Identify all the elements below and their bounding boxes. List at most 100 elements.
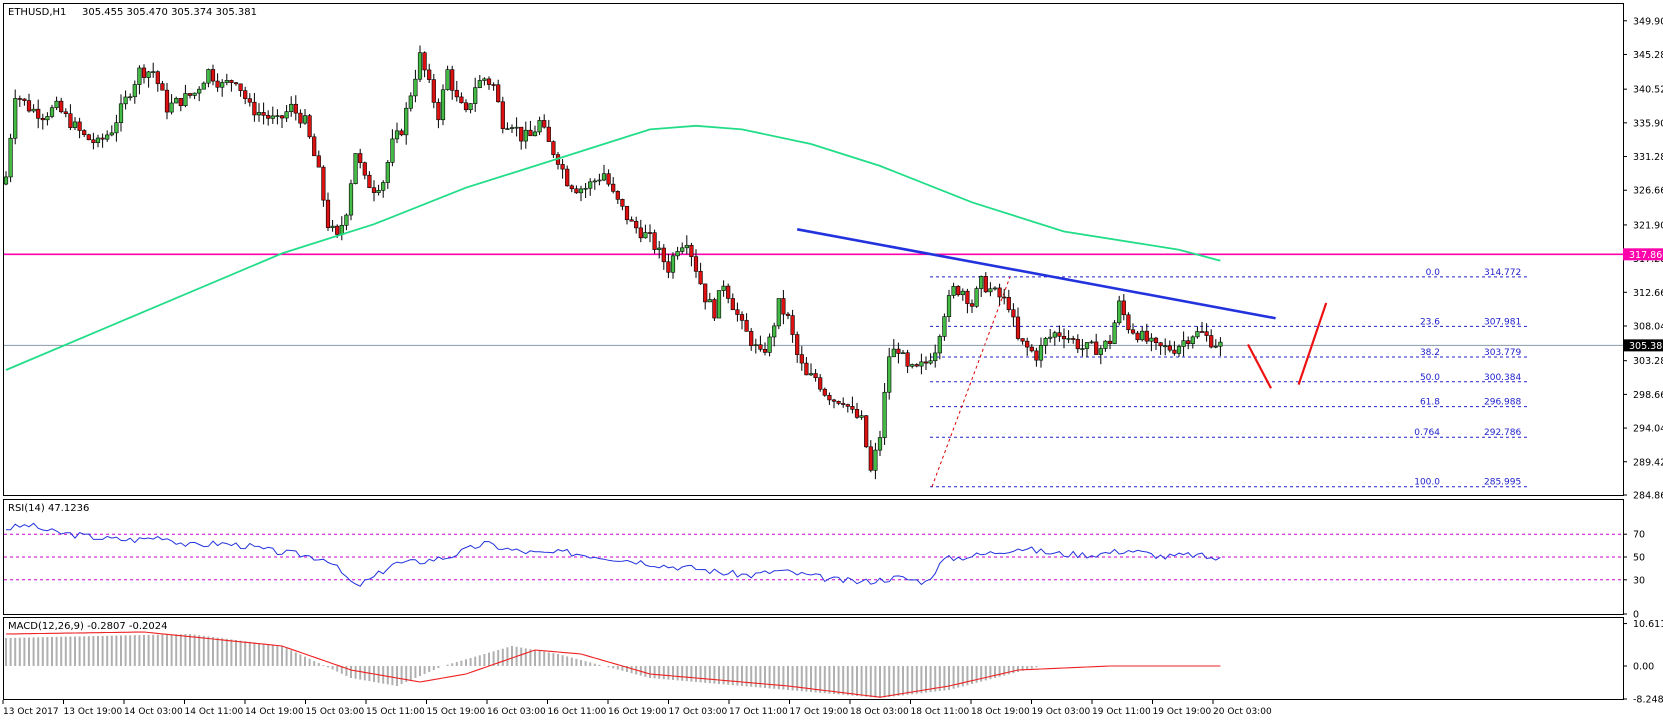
candle-body xyxy=(519,126,524,142)
time-axis-label: 20 Oct 03:00 xyxy=(1213,707,1272,717)
candle xyxy=(141,64,147,84)
projection-arrows xyxy=(1247,302,1328,389)
candle xyxy=(896,342,901,364)
time-axis-label: 13 Oct 19:00 xyxy=(64,707,123,717)
candle-body xyxy=(491,84,496,86)
candle xyxy=(160,80,165,91)
candle xyxy=(376,184,381,196)
candle xyxy=(169,94,174,115)
candle-body xyxy=(459,96,464,104)
candle xyxy=(1006,289,1011,313)
candle xyxy=(330,220,335,232)
rsi-panel-frame xyxy=(3,499,1624,615)
candle-body xyxy=(739,314,745,321)
candle xyxy=(63,108,68,118)
candle xyxy=(900,350,906,355)
candle xyxy=(3,171,9,186)
candle-body xyxy=(169,102,174,113)
candle-body xyxy=(36,108,41,119)
candle-body xyxy=(13,98,18,139)
candle-body xyxy=(1052,332,1057,338)
candle xyxy=(197,86,202,102)
candle-body xyxy=(969,303,975,307)
candle-body xyxy=(26,100,32,112)
candle xyxy=(224,73,229,86)
candle xyxy=(132,80,137,104)
candle xyxy=(1130,323,1136,335)
candle xyxy=(983,272,988,294)
candle-body xyxy=(560,164,565,170)
candle xyxy=(54,96,59,111)
candle xyxy=(505,122,510,130)
candle-body xyxy=(896,348,901,354)
time-axis-label: 17 Oct 19:00 xyxy=(790,707,849,717)
candle xyxy=(348,179,354,221)
candle xyxy=(477,75,482,89)
fib-level-ratio: 38.2 xyxy=(1420,348,1440,358)
fib-level-ratio: 0.764 xyxy=(1414,428,1440,438)
fib-level-price: 285.995 xyxy=(1484,478,1521,488)
candle xyxy=(914,363,919,368)
candle-body xyxy=(486,78,492,85)
candle-body xyxy=(744,320,749,332)
candle xyxy=(859,410,864,420)
macd-tick-label: -8.2489 xyxy=(1633,695,1663,706)
candle-body xyxy=(1112,322,1117,344)
candle xyxy=(408,92,413,112)
candle-body xyxy=(956,286,961,296)
candle-body xyxy=(390,138,395,163)
candle-body xyxy=(1130,329,1136,334)
candle-body xyxy=(118,103,124,124)
candle xyxy=(95,134,101,148)
candle-body xyxy=(1121,300,1126,316)
candle-body xyxy=(220,82,225,88)
candle-body xyxy=(505,128,510,130)
candle-body xyxy=(900,352,906,355)
candle xyxy=(850,396,855,414)
candle xyxy=(818,374,823,392)
candle-body xyxy=(684,244,689,249)
rsi-label: RSI(14) 47.1236 xyxy=(8,503,89,514)
candle xyxy=(624,205,630,225)
candle xyxy=(381,180,386,198)
candle xyxy=(772,322,777,347)
candle xyxy=(882,382,887,445)
candle xyxy=(652,229,657,254)
candle-body xyxy=(799,354,804,364)
candle xyxy=(321,165,326,207)
candle xyxy=(864,415,869,449)
candle-body xyxy=(128,96,133,99)
candle xyxy=(588,178,593,196)
candle-body xyxy=(597,179,602,182)
candle xyxy=(114,114,119,142)
candle xyxy=(1199,321,1205,333)
candle-body xyxy=(105,134,110,140)
price-tick-label: 312.660 xyxy=(1633,288,1663,299)
candle xyxy=(496,79,501,103)
candle-body xyxy=(49,107,55,117)
candle-body xyxy=(1006,297,1011,310)
candle-body xyxy=(551,141,556,155)
candle xyxy=(721,280,726,297)
candle xyxy=(1103,340,1108,352)
candle-body xyxy=(1011,309,1016,318)
candlesticks xyxy=(3,45,1223,480)
candle xyxy=(841,397,846,408)
candle xyxy=(151,62,156,78)
candle-body xyxy=(1167,345,1172,351)
candle-body xyxy=(703,283,708,303)
time-axis-label: 13 Oct 2017 xyxy=(3,707,59,717)
candle xyxy=(629,216,634,222)
candle xyxy=(785,311,791,320)
candle-body xyxy=(666,261,671,273)
candle-body xyxy=(546,126,551,142)
candle-body xyxy=(1213,345,1218,348)
candle-body xyxy=(1190,336,1195,344)
candle-body xyxy=(942,316,947,337)
candle xyxy=(1181,331,1186,357)
candle-body xyxy=(45,116,50,121)
candle-body xyxy=(8,137,13,178)
candle xyxy=(201,81,206,90)
price-tick-label: 294.040 xyxy=(1633,424,1663,435)
